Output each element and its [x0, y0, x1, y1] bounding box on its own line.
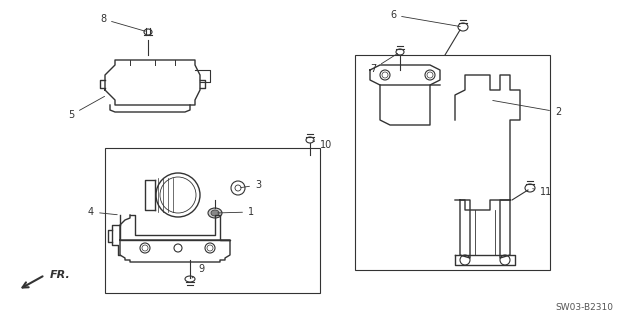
- Text: 4: 4: [88, 207, 117, 217]
- Text: 11: 11: [532, 187, 552, 197]
- Text: SW03-B2310: SW03-B2310: [555, 303, 613, 313]
- Bar: [355, 55, 550, 270]
- Bar: [105, 148, 320, 293]
- Text: 10: 10: [313, 140, 332, 150]
- Text: 7: 7: [370, 54, 397, 74]
- Ellipse shape: [211, 210, 219, 216]
- Text: 1: 1: [218, 207, 254, 217]
- Text: 9: 9: [192, 264, 204, 278]
- Text: 3: 3: [241, 180, 261, 190]
- Ellipse shape: [208, 208, 222, 218]
- Text: 8: 8: [100, 14, 145, 31]
- Text: 6: 6: [390, 10, 460, 26]
- Text: 5: 5: [68, 96, 104, 120]
- Text: FR.: FR.: [50, 270, 71, 280]
- Text: 2: 2: [493, 100, 561, 117]
